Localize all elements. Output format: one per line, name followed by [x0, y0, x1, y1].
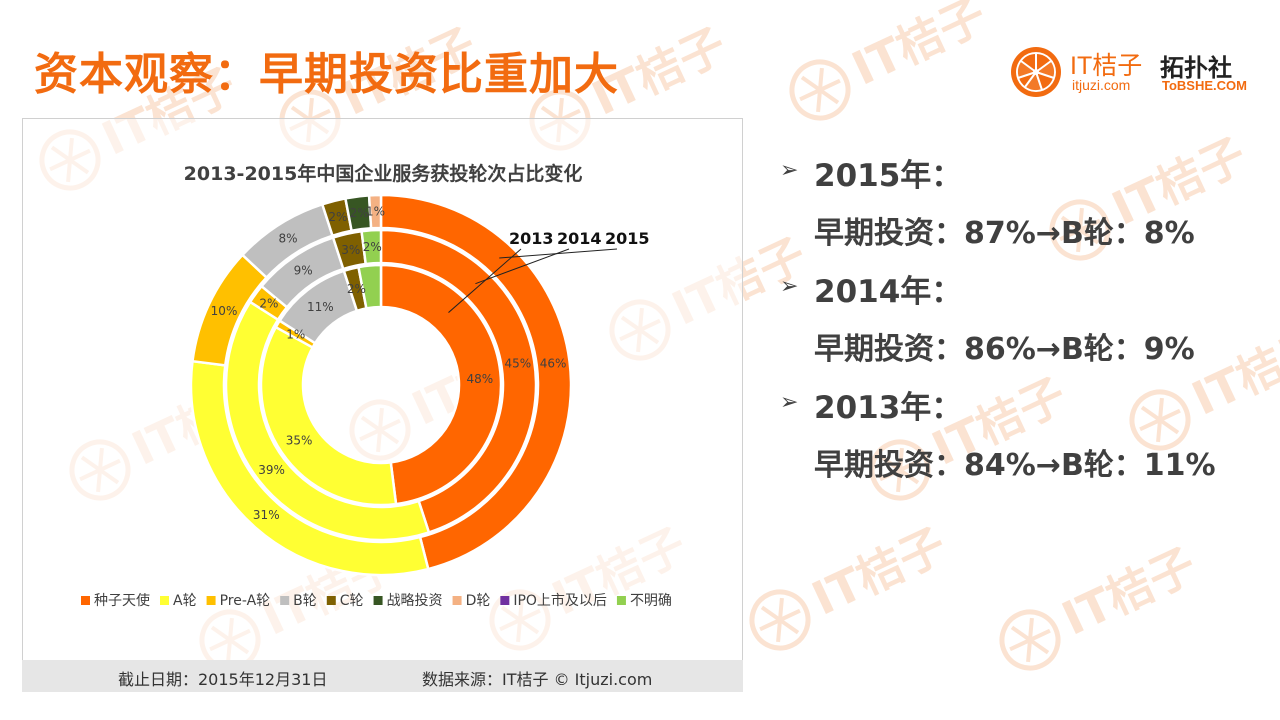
slice-label: 9% — [294, 263, 313, 277]
legend-item: A轮 — [160, 593, 197, 609]
slice-label: 2% — [259, 297, 278, 311]
legend-item: 不明确 — [616, 593, 672, 609]
logo-brand-name: IT桔子 — [1070, 52, 1143, 80]
slice-label: 48% — [466, 372, 493, 386]
ring-callout-line — [448, 248, 522, 313]
cutoff-date: 截止日期：2015年12月31日 — [118, 670, 328, 689]
slice-label: 35% — [286, 434, 313, 448]
donut-rings — [189, 193, 573, 577]
bullet-year: ➢ 2014年： — [780, 266, 1260, 324]
legend-label: D轮 — [466, 593, 491, 609]
legend-swatch — [280, 596, 290, 605]
legend-swatch — [206, 596, 216, 605]
bullet-year: ➢ 2013年： — [780, 382, 1260, 440]
legend-label: IPO上市及以后 — [513, 592, 607, 609]
orange-slice-icon — [1011, 47, 1061, 97]
svg-text:IT桔子: IT桔子 — [804, 517, 954, 625]
legend-swatch — [373, 596, 383, 605]
slice-label: 2% — [350, 206, 369, 220]
slice-label: 45% — [504, 356, 531, 370]
summary-bullets: ➢ 2015年： 早期投资：87%→B轮：8% ➢ 2014年： 早期投资：86… — [780, 150, 1260, 498]
brand-logo: IT桔子 itjuzi.com 拓扑社 ToBSHE.COM — [1010, 44, 1260, 100]
legend-item: 种子天使 — [81, 592, 150, 609]
watermark-mark: IT桔子 — [789, 0, 994, 121]
bullet-detail: 早期投资：87%→B轮：8% — [814, 216, 1195, 251]
legend-item: D轮 — [452, 593, 491, 609]
legend-label: B轮 — [293, 593, 317, 609]
ring-callout-line — [499, 248, 618, 259]
slice-labels: 48%35%1%11%2%45%39%2%9%3% 2%46%31%10%8%2%… — [211, 205, 567, 523]
slice-label: 1% — [286, 328, 305, 342]
legend-item: 战略投资 — [373, 593, 443, 609]
ring-label-2015: 2015 — [605, 229, 650, 248]
legend-item: B轮 — [280, 593, 317, 609]
ring-label-2013: 2013 — [509, 229, 554, 248]
data-source: 数据来源：IT桔子 © Itjuzi.com — [422, 670, 653, 689]
slice-label: 10% — [211, 304, 238, 318]
legend-swatch — [326, 596, 336, 605]
chart-legend: 种子天使 A轮 Pre-A轮 B轮 C轮 战略投资 D轮 IPO上市及以后 不明确 — [81, 592, 672, 609]
slice-label: 31% — [253, 508, 280, 522]
slice-2013-1 — [259, 325, 398, 507]
legend-swatch — [616, 596, 626, 605]
slice-label: 2% — [328, 210, 347, 224]
bullet-year-label: 2014年： — [814, 274, 963, 310]
slice-label: 46% — [540, 356, 567, 370]
slice-label: 8% — [279, 232, 298, 246]
legend-item: Pre-A轮 — [206, 593, 271, 609]
watermark-mark: IT桔子 — [999, 537, 1204, 671]
bullet-detail: 早期投资：86%→B轮：9% — [814, 332, 1195, 367]
legend-swatch — [81, 596, 90, 605]
partner-logo-name: 拓扑社 — [1160, 54, 1232, 82]
svg-text:IT桔子: IT桔子 — [844, 0, 994, 96]
legend-swatch — [160, 596, 169, 605]
legend-swatch — [452, 596, 462, 605]
slice-label: 2% — [347, 282, 366, 296]
watermark-mark: IT桔子 — [749, 517, 954, 651]
bullet-year: ➢ 2015年： — [780, 150, 1260, 208]
bullet-year-label: 2013年： — [814, 390, 963, 426]
slice-2015-6 — [367, 193, 383, 230]
page-title: 资本观察：早期投资比重加大 — [34, 49, 619, 100]
ring-callout-line — [475, 248, 570, 285]
chart-panel: 2013-2015年中国企业服务获投轮次占比变化 48% 35% 1% 11% 2% 45… — [22, 118, 743, 692]
bullet-year-label: 2015年： — [814, 158, 963, 194]
slice-label: 3% — [341, 243, 360, 257]
legend-item: IPO上市及以后 — [500, 592, 607, 609]
svg-text:IT桔子: IT桔子 — [1054, 537, 1204, 645]
legend-label: 种子天使 — [94, 592, 150, 609]
bullet-arrow-icon: ➢ — [780, 274, 799, 299]
bullet-arrow-icon: ➢ — [780, 158, 799, 183]
legend-label: 不明确 — [630, 593, 672, 609]
chart-title: 2013-2015年中国企业服务获投轮次占比变化 — [184, 162, 583, 185]
slice-label: 11% — [307, 300, 334, 314]
slice-label: 39% — [258, 463, 285, 477]
legend-swatch — [500, 596, 510, 605]
logo-url: itjuzi.com — [1072, 77, 1131, 93]
legend-label: C轮 — [340, 593, 364, 609]
slice-2013-0 — [379, 263, 503, 506]
ring-label-2014: 2014 — [557, 229, 602, 248]
slice-label: 1% — [366, 205, 385, 219]
ring-callouts: 2013 2014 2015 — [448, 229, 650, 313]
donut-chart: 2013-2015年中国企业服务获投轮次占比变化 48%35%1%11%2%45… — [81, 162, 672, 609]
slice-2014-0 — [379, 228, 538, 534]
slice-label: 2% — [363, 240, 382, 254]
chart-footer: 截止日期：2015年12月31日 数据来源：IT桔子 © Itjuzi.com — [22, 660, 743, 692]
bullet-arrow-icon: ➢ — [780, 390, 799, 415]
bullet-detail: 早期投资：84%→B轮：11% — [814, 448, 1216, 483]
legend-label: A轮 — [173, 593, 197, 609]
legend-label: 战略投资 — [387, 593, 443, 609]
legend-item: C轮 — [326, 593, 364, 609]
partner-logo-url: ToBSHE.COM — [1162, 78, 1247, 93]
slice-2013-8 — [357, 263, 383, 310]
legend-label: Pre-A轮 — [220, 593, 271, 609]
slice-2014-8 — [360, 228, 383, 266]
